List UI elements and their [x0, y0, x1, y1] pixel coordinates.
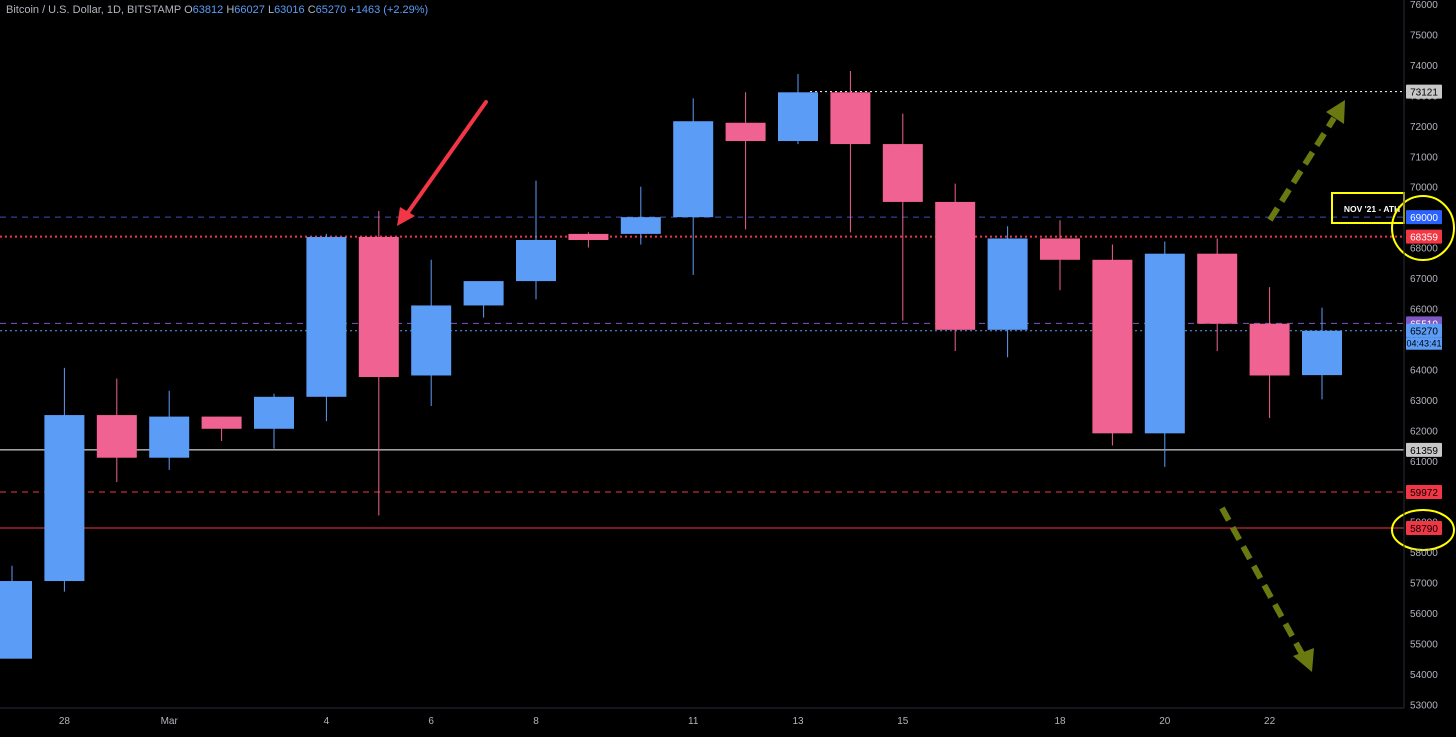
- price-tag-68359: [1406, 229, 1442, 244]
- highlight-circle-bottom: [1391, 509, 1455, 551]
- candle-body: [306, 236, 347, 397]
- high-value: 66027: [234, 4, 265, 16]
- red-arrow-head: [397, 207, 415, 226]
- time-axis: 28 Mar 4 6 8 11 13 15 18 20 22: [59, 716, 1276, 727]
- olive-arrow-up-head: [1326, 100, 1345, 124]
- time-tick-label: Mar: [161, 716, 179, 727]
- candle-body: [463, 281, 504, 306]
- candle-body: [201, 416, 242, 429]
- candle-body: [1197, 253, 1238, 324]
- price-tick-label: 56000: [1410, 609, 1438, 620]
- time-tick-label: 8: [533, 716, 539, 727]
- price-tick-label: 63000: [1410, 396, 1438, 407]
- candle-body: [1249, 323, 1290, 376]
- price-axis: 5300054000550005600057000580005900060000…: [1410, 0, 1438, 711]
- price-tag-text: 58790: [1410, 524, 1438, 535]
- candle-body: [568, 233, 609, 240]
- candle-body: [987, 238, 1028, 330]
- price-tag-59972: [1406, 485, 1442, 500]
- price-tick-label: 54000: [1410, 670, 1438, 681]
- candles-layer: [0, 70, 1342, 659]
- price-tick-label: 53000: [1410, 700, 1438, 711]
- price-tick-label: 68000: [1410, 244, 1438, 255]
- candle-body: [0, 581, 32, 659]
- candle-body: [44, 415, 85, 582]
- price-tick-label: 72000: [1410, 122, 1438, 133]
- price-tag-text: 61359: [1410, 446, 1438, 457]
- time-tick-label: 11: [688, 716, 699, 727]
- low-key: L: [267, 4, 275, 16]
- candle-body: [96, 415, 137, 458]
- candle-body: [620, 217, 661, 234]
- time-tick-label: 18: [1054, 716, 1066, 727]
- open-key: O: [184, 4, 193, 16]
- price-tick-label: 55000: [1410, 639, 1438, 650]
- price-tag-69000: [1406, 210, 1442, 225]
- time-tick-label: 22: [1264, 716, 1276, 727]
- candle-body: [673, 121, 714, 218]
- candle-body: [516, 239, 556, 282]
- olive-arrow-down-head: [1293, 648, 1314, 672]
- time-tick-label: 20: [1159, 716, 1171, 727]
- price-tag-58790: [1406, 521, 1442, 536]
- candle-body: [149, 416, 190, 458]
- time-tick-label: 4: [324, 716, 330, 727]
- countdown-tag: [1406, 337, 1442, 350]
- high-key: H: [226, 4, 235, 16]
- candle-body: [411, 305, 452, 376]
- price-tag-61359: [1406, 442, 1442, 457]
- candle-body: [1302, 330, 1342, 376]
- price-tick-label: 67000: [1410, 274, 1438, 285]
- candle-body: [358, 236, 399, 378]
- annotations-layer: NOV '21 - ATH: [397, 100, 1455, 672]
- candle-body: [1092, 259, 1133, 434]
- candle-body: [1040, 238, 1080, 260]
- low-value: 63016: [274, 4, 305, 16]
- price-tag-73121: [1406, 84, 1442, 99]
- close-key: C: [307, 4, 316, 16]
- candle-body: [882, 144, 923, 202]
- candle-body: [1144, 253, 1185, 434]
- ath-label: NOV '21 - ATH: [1344, 204, 1400, 214]
- price-tick-label: 76000: [1410, 0, 1438, 11]
- symbol-header: Bitcoin / U.S. Dollar, 1D, BITSTAMP O638…: [6, 4, 428, 16]
- open-value: 63812: [192, 4, 224, 16]
- price-tick-label: 61000: [1410, 457, 1438, 468]
- price-tick-label: 64000: [1410, 365, 1438, 376]
- price-tag-text: 68359: [1410, 233, 1438, 244]
- highlight-circle-top: [1391, 195, 1455, 261]
- price-tick-label: 62000: [1410, 426, 1438, 437]
- price-tag-text: 59972: [1410, 488, 1438, 499]
- price-tags-layer: 7312169000683596551065270613595997258790…: [1406, 84, 1442, 536]
- candle-body: [830, 92, 871, 145]
- price-tick-label: 58000: [1410, 548, 1438, 559]
- time-tick-label: 28: [59, 716, 71, 727]
- candle-body: [778, 92, 818, 142]
- time-tick-label: 15: [897, 716, 909, 727]
- time-tick-label: 6: [428, 716, 434, 727]
- red-arrow-shaft: [402, 100, 488, 220]
- price-tick-label: 71000: [1410, 152, 1438, 163]
- close-value: 65270: [315, 4, 347, 16]
- price-tick-label: 74000: [1410, 61, 1438, 72]
- change-value: +1463 (+2.29%): [349, 4, 429, 16]
- price-tick-label: 70000: [1410, 183, 1438, 194]
- candle-body: [935, 201, 976, 330]
- candle-body: [254, 396, 294, 429]
- price-tag-65270: [1406, 323, 1442, 338]
- price-tag-text: 69000: [1410, 213, 1438, 224]
- olive-arrow-down-shaft: [1219, 506, 1305, 656]
- price-tick-label: 75000: [1410, 30, 1438, 41]
- price-tick-label: 66000: [1410, 305, 1438, 316]
- symbol-title: Bitcoin / U.S. Dollar, 1D, BITSTAMP: [6, 4, 182, 16]
- countdown-text: 04:43:41: [1406, 339, 1441, 349]
- price-tick-label: 57000: [1410, 579, 1438, 590]
- olive-arrow-up-shaft: [1267, 116, 1337, 222]
- price-tag-text: 65270: [1410, 327, 1438, 338]
- time-tick-label: 13: [792, 716, 804, 727]
- price-tag-text: 73121: [1410, 88, 1438, 99]
- candle-body: [725, 122, 766, 142]
